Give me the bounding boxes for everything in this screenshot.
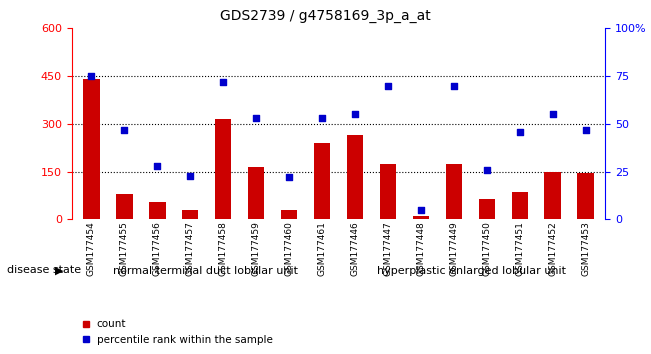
Text: GSM177451: GSM177451 xyxy=(515,221,524,276)
Text: disease state: disease state xyxy=(7,266,81,275)
Point xyxy=(581,127,591,132)
Text: GSM177460: GSM177460 xyxy=(284,221,294,276)
Bar xyxy=(512,193,528,219)
Bar xyxy=(149,202,165,219)
Text: GSM177456: GSM177456 xyxy=(153,221,162,276)
Text: GSM177459: GSM177459 xyxy=(252,221,260,276)
Legend: count, percentile rank within the sample: count, percentile rank within the sample xyxy=(77,315,277,349)
Text: GSM177450: GSM177450 xyxy=(482,221,492,276)
Bar xyxy=(83,79,100,219)
Bar xyxy=(544,172,561,219)
Text: GSM177449: GSM177449 xyxy=(449,221,458,276)
Point xyxy=(119,127,130,132)
Text: GSM177457: GSM177457 xyxy=(186,221,195,276)
Point xyxy=(218,79,229,85)
Point xyxy=(251,115,261,121)
Text: GSM177453: GSM177453 xyxy=(581,221,590,276)
Point xyxy=(416,207,426,213)
Bar xyxy=(446,164,462,219)
Bar xyxy=(182,210,199,219)
Text: GDS2739 / g4758169_3p_a_at: GDS2739 / g4758169_3p_a_at xyxy=(220,9,431,23)
Point xyxy=(152,163,163,169)
Bar xyxy=(478,199,495,219)
Point xyxy=(284,175,294,180)
Text: hyperplastic enlarged lobular unit: hyperplastic enlarged lobular unit xyxy=(378,266,566,276)
Bar xyxy=(281,210,298,219)
Text: GSM177447: GSM177447 xyxy=(383,221,393,276)
Point xyxy=(449,83,459,88)
Bar xyxy=(380,164,396,219)
Point xyxy=(547,112,558,117)
Text: GSM177455: GSM177455 xyxy=(120,221,129,276)
Point xyxy=(350,112,360,117)
Point xyxy=(317,115,327,121)
Text: GSM177452: GSM177452 xyxy=(548,221,557,276)
Text: GSM177461: GSM177461 xyxy=(318,221,327,276)
Bar xyxy=(347,135,363,219)
Point xyxy=(383,83,393,88)
Bar xyxy=(413,216,429,219)
Bar xyxy=(314,143,330,219)
Point xyxy=(514,129,525,135)
Text: normal terminal duct lobular unit: normal terminal duct lobular unit xyxy=(113,266,298,276)
Bar xyxy=(248,167,264,219)
Point xyxy=(185,173,195,178)
Text: ▶: ▶ xyxy=(55,266,64,275)
Bar xyxy=(215,119,231,219)
Point xyxy=(86,73,96,79)
Text: GSM177458: GSM177458 xyxy=(219,221,228,276)
Point xyxy=(482,167,492,173)
Bar xyxy=(116,194,133,219)
Bar xyxy=(577,173,594,219)
Text: GSM177446: GSM177446 xyxy=(350,221,359,276)
Text: GSM177448: GSM177448 xyxy=(417,221,425,276)
Text: GSM177454: GSM177454 xyxy=(87,221,96,276)
